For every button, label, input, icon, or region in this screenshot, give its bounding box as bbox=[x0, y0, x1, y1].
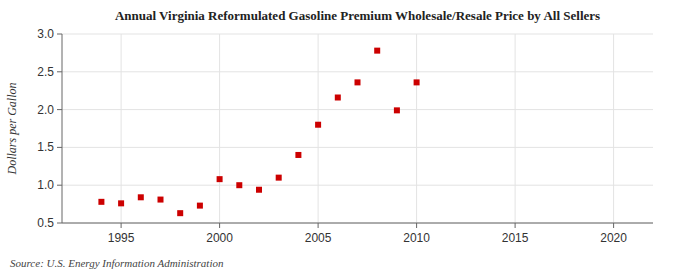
axes: 0.5 1.0 1.5 2.0 2.5 3.0 1995 2000 2005 2010 2015 20… bbox=[37, 27, 653, 245]
point bbox=[315, 122, 321, 128]
point bbox=[276, 175, 282, 181]
grid-line bbox=[613, 34, 614, 223]
tick-label: 2010 bbox=[403, 231, 430, 245]
point bbox=[217, 176, 223, 182]
tick-label: 3.0 bbox=[37, 27, 54, 41]
tick-mark bbox=[515, 223, 516, 228]
point bbox=[295, 152, 301, 158]
grid-line bbox=[416, 34, 417, 223]
y-axis-label: Dollars per Gallon bbox=[5, 82, 19, 175]
y-axis-line bbox=[62, 34, 63, 223]
tick-label: 1.0 bbox=[37, 178, 54, 192]
tick-label: 2015 bbox=[502, 231, 529, 245]
tick-mark bbox=[57, 147, 62, 148]
grid-line bbox=[219, 34, 220, 223]
tick-label: 2005 bbox=[305, 231, 332, 245]
tick-mark bbox=[613, 223, 614, 228]
point bbox=[256, 187, 262, 193]
grid-line bbox=[121, 34, 122, 223]
tick-label: 2.5 bbox=[37, 65, 54, 79]
tick-mark bbox=[57, 109, 62, 110]
background bbox=[0, 0, 675, 275]
tick-label: 0.5 bbox=[37, 216, 54, 230]
grid-line bbox=[318, 34, 319, 223]
tick-mark bbox=[318, 223, 319, 228]
point bbox=[177, 210, 183, 216]
grid bbox=[62, 34, 653, 223]
x-axis-line bbox=[62, 223, 653, 224]
tick-mark bbox=[57, 71, 62, 72]
grid-line bbox=[62, 185, 653, 186]
point bbox=[158, 197, 164, 203]
tick-label: 2020 bbox=[600, 231, 627, 245]
point bbox=[197, 203, 203, 209]
chart: 0.5 1.0 1.5 2.0 2.5 3.0 1995 2000 2005 2010 2015 20… bbox=[0, 0, 675, 275]
point bbox=[236, 182, 242, 188]
grid-line bbox=[62, 109, 653, 110]
tick-mark bbox=[121, 223, 122, 228]
title: Annual Virginia Reformulated Gasoline Pr… bbox=[115, 8, 600, 23]
tick-label: 1995 bbox=[108, 231, 135, 245]
tick-mark bbox=[219, 223, 220, 228]
point bbox=[394, 107, 400, 113]
point bbox=[138, 194, 144, 200]
grid-line bbox=[62, 71, 653, 72]
tick-label: 1.5 bbox=[37, 140, 54, 154]
point bbox=[335, 95, 341, 101]
point bbox=[374, 48, 380, 54]
annotation: Source: U.S. Energy Information Administ… bbox=[10, 257, 224, 269]
point bbox=[355, 79, 361, 85]
point bbox=[98, 199, 104, 205]
tick-mark bbox=[416, 223, 417, 228]
grid-line bbox=[515, 34, 516, 223]
point bbox=[118, 200, 124, 206]
tick-mark bbox=[57, 185, 62, 186]
point bbox=[414, 79, 420, 85]
tick-label: 2.0 bbox=[37, 103, 54, 117]
grid-line bbox=[62, 223, 653, 224]
grid-line bbox=[62, 34, 653, 35]
points bbox=[98, 48, 419, 217]
tick-mark bbox=[57, 34, 62, 35]
tick-label: 2000 bbox=[206, 231, 233, 245]
tick-mark bbox=[57, 223, 62, 224]
grid-line bbox=[62, 147, 653, 148]
